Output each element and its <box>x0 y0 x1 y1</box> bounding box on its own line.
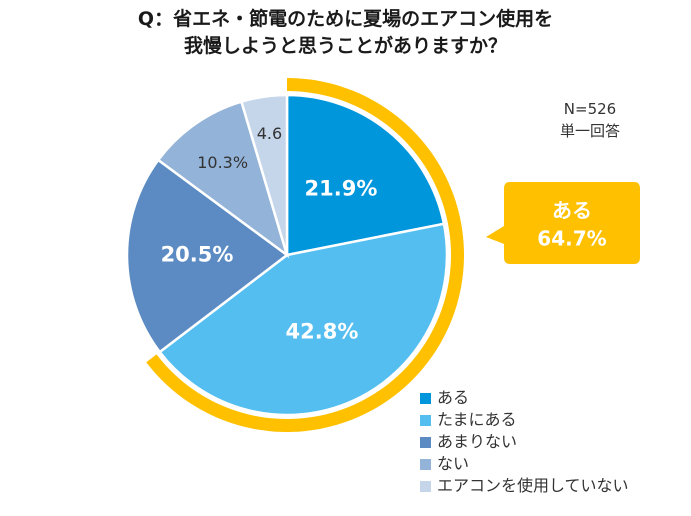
legend: あるたまにあるあまりないないエアコンを使用していない <box>420 387 629 497</box>
pie-slice-4 <box>156 100 290 259</box>
legend-label: ない <box>437 454 470 473</box>
title-line-1: Q：省エネ・節電のために夏場のエアコン使用を <box>137 8 554 30</box>
legend-item: ある <box>420 387 629 409</box>
callout-bubble <box>486 182 640 264</box>
pie-slice-5 <box>239 93 289 256</box>
legend-swatch <box>420 436 431 448</box>
title-line-2: 我慢しようと思うことがありますか？ <box>183 35 507 57</box>
sample-note: N=526 単一回答 <box>535 98 645 142</box>
data-label-3: 20.5% <box>161 243 234 267</box>
callout-label: ある <box>552 199 592 223</box>
legend-label: あまりない <box>437 432 518 451</box>
legend-label: エアコンを使用していない <box>437 476 629 495</box>
data-label-1: 21.9% <box>305 176 378 200</box>
pie-slice-3 <box>125 158 290 354</box>
legend-swatch <box>420 458 431 470</box>
sample-size: N=526 <box>563 100 617 118</box>
legend-item: たまにある <box>420 409 629 431</box>
legend-swatch <box>420 414 431 426</box>
legend-swatch <box>420 392 431 404</box>
answer-type: 単一回答 <box>559 122 620 140</box>
chart-title: Q：省エネ・節電のために夏場のエアコン使用を 我慢しようと思うことがありますか？ <box>0 6 691 60</box>
data-label-5: 4.6 <box>257 124 282 143</box>
pie-slice-2 <box>157 222 449 417</box>
legend-label: ある <box>437 388 470 407</box>
data-label-2: 42.8% <box>286 319 359 343</box>
legend-item: エアコンを使用していない <box>420 475 629 497</box>
legend-label: たまにある <box>437 410 517 429</box>
legend-swatch <box>420 480 431 492</box>
legend-item: ない <box>420 453 629 475</box>
legend-item: あまりない <box>420 431 629 453</box>
pie-slice-1 <box>285 93 446 257</box>
callout-value: 64.7% <box>537 227 606 251</box>
data-label-4: 10.3% <box>197 153 248 172</box>
